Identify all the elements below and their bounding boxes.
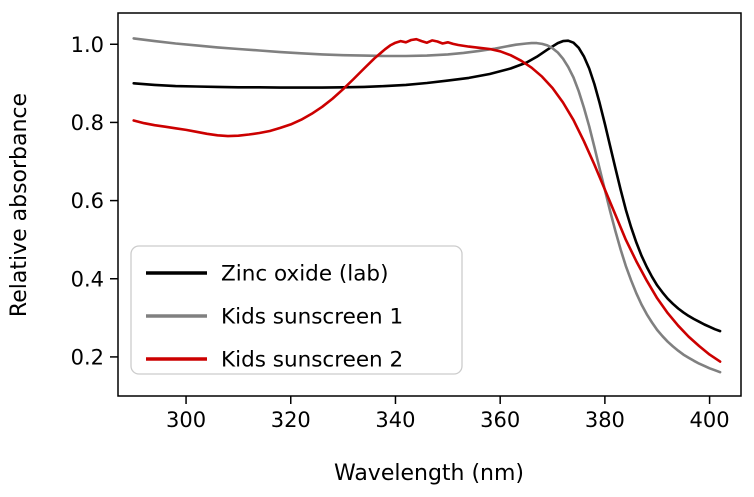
series-line-zinc-oxide-lab- — [132, 39, 722, 333]
y-tick-label: 0.6 — [71, 189, 104, 213]
x-tick-label: 360 — [480, 408, 520, 432]
x-axis-label: Wavelength (nm) — [334, 461, 524, 486]
series-line-kids-sunscreen-1 — [132, 37, 722, 374]
x-tick-label: 320 — [271, 408, 311, 432]
axes-ticks: 300 320 340 360 380 400 0.2 0.4 0.6 0.8 1.0 — [71, 33, 730, 432]
legend: Zinc oxide (lab) Kids sunscreen 1 Kids sun… — [130, 245, 463, 375]
y-tick-label: 0.4 — [71, 267, 104, 291]
x-tick-label: 340 — [375, 408, 415, 432]
legend-label: Zinc oxide (lab) — [221, 262, 388, 287]
y-tick-label: 0.8 — [71, 111, 104, 135]
x-tick-label: 380 — [585, 408, 625, 432]
legend-box — [130, 245, 463, 375]
legend-label: Kids sunscreen 1 — [221, 305, 403, 330]
y-axis-label: Relative absorbance — [7, 93, 32, 317]
plot-area — [132, 37, 722, 374]
y-tick-label: 1.0 — [71, 33, 104, 57]
x-tick-label: 300 — [166, 408, 206, 432]
legend-label: Kids sunscreen 2 — [221, 348, 403, 373]
x-tick-label: 400 — [690, 408, 730, 432]
series-line-kids-sunscreen-2 — [132, 37, 722, 363]
plot-border — [117, 12, 742, 397]
y-tick-label: 0.2 — [71, 345, 104, 369]
